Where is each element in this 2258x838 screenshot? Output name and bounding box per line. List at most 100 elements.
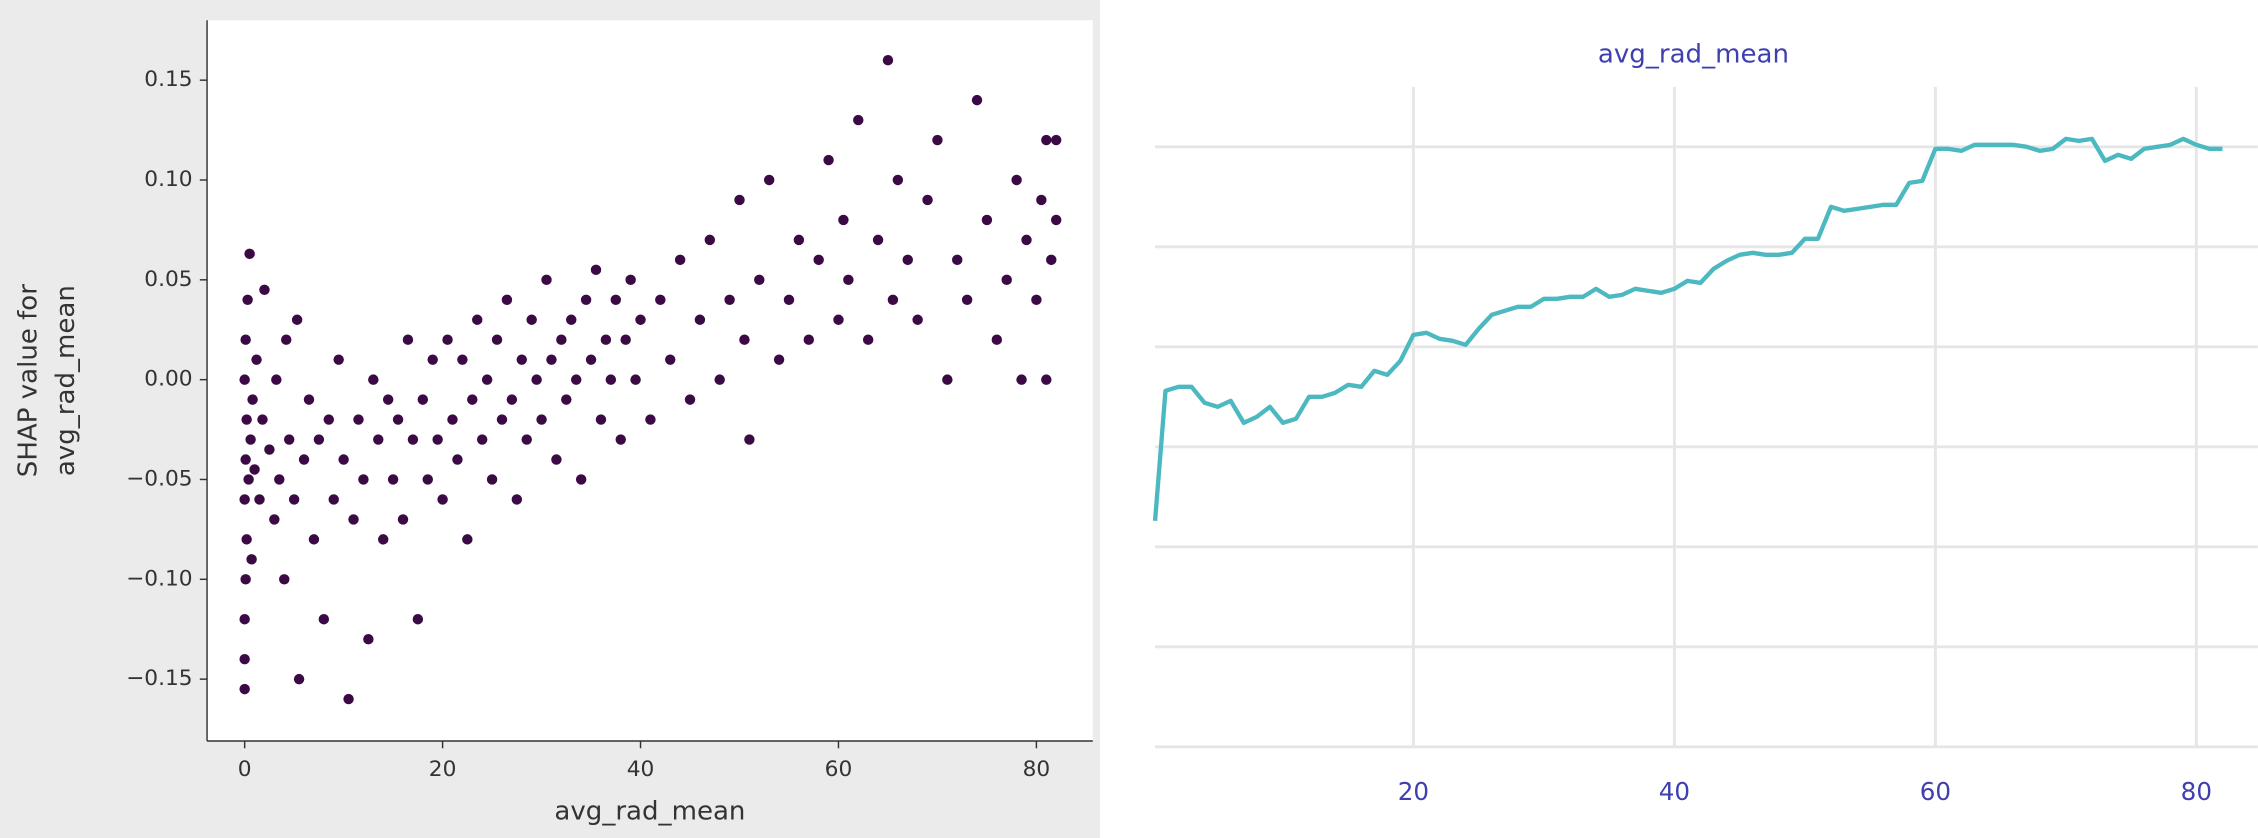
scatter-point — [981, 214, 993, 226]
scatter-point — [288, 494, 300, 505]
scatter-point — [971, 94, 983, 106]
scatter-point — [580, 294, 592, 305]
x-tick-label: 40 — [627, 757, 655, 782]
scatter-point — [291, 314, 303, 325]
scatter-point — [665, 354, 676, 365]
x-tick-label: 60 — [825, 757, 853, 782]
scatter-point — [259, 284, 270, 296]
scatter-point — [724, 294, 735, 305]
scatter-point — [397, 514, 409, 525]
scatter-point — [882, 54, 894, 66]
scatter-point — [922, 194, 933, 206]
scatter-point — [615, 434, 626, 445]
line-series — [1152, 136, 2223, 521]
scatter-point — [323, 414, 334, 425]
scatter-point — [245, 434, 256, 445]
scatter-point — [773, 354, 785, 365]
scatter-point — [511, 494, 523, 505]
scatter-point — [343, 693, 354, 705]
scatter-point — [655, 294, 666, 305]
scatter-point — [333, 354, 344, 365]
x-tick-label: 0 — [238, 757, 252, 782]
scatter-point — [407, 434, 419, 445]
scatter-point — [887, 294, 899, 305]
scatter-point — [1046, 254, 1057, 266]
scatter-point — [472, 314, 483, 325]
scatter-point — [1031, 294, 1042, 305]
scatter-point — [318, 614, 330, 625]
scatter-point — [387, 474, 399, 485]
scatter-point — [246, 554, 257, 565]
y-tick-label: −0.05 — [126, 466, 192, 491]
scatter-point — [862, 334, 874, 345]
scatter-point — [694, 314, 706, 325]
scatter-point — [803, 334, 814, 345]
scatter-point — [823, 154, 834, 166]
scatter-point — [313, 434, 325, 445]
scatter-point — [240, 454, 251, 465]
scatter-point — [264, 444, 275, 455]
scatter-point — [843, 274, 854, 286]
scatter-point — [348, 514, 359, 525]
scatter-point — [783, 294, 795, 305]
y-tick-label: 0.10 — [144, 167, 192, 192]
scatter-point — [496, 414, 508, 425]
scatter-point — [952, 254, 963, 266]
scatter-point — [645, 414, 656, 425]
scatter-point — [283, 434, 295, 445]
scatter-point — [358, 474, 369, 485]
scatter-point — [620, 334, 631, 345]
scatter-point — [308, 534, 320, 545]
scatter-point — [462, 534, 473, 545]
scatter-point — [961, 294, 973, 305]
scatter-point — [382, 394, 394, 405]
scatter-point — [328, 494, 339, 505]
scatter-point — [575, 474, 587, 485]
scatter-point — [566, 314, 577, 325]
scatter-point — [476, 434, 488, 445]
scatter-point — [902, 254, 913, 266]
scatter-point — [610, 294, 622, 305]
scatter-point — [501, 294, 513, 305]
y-tick-label: 0.00 — [144, 367, 192, 392]
y-tick-label: −0.15 — [126, 666, 192, 691]
scatter-point — [674, 254, 686, 266]
scatter-point — [506, 394, 518, 405]
scatter-point — [486, 474, 498, 485]
scatter-point — [600, 334, 612, 345]
scatter-point — [363, 633, 374, 645]
scatter-point — [763, 174, 775, 186]
scatter-point — [872, 234, 884, 246]
scatter-point — [442, 334, 453, 345]
scatter-point — [991, 334, 1003, 345]
scatter-point — [1001, 274, 1012, 286]
y-tick-label: 0.15 — [144, 67, 192, 92]
scatter-point — [293, 673, 305, 685]
scatter-point — [526, 314, 537, 325]
scatter-point — [457, 354, 468, 365]
scatter-point — [1036, 194, 1047, 206]
scatter-point — [240, 574, 251, 585]
scatter-point — [244, 248, 255, 260]
scatter-point — [630, 374, 641, 385]
scatter-point — [704, 234, 716, 246]
scatter-point — [491, 334, 503, 345]
left-plot-area — [207, 20, 1093, 742]
scatter-point — [412, 614, 424, 625]
scatter-point — [303, 394, 315, 405]
scatter-point — [271, 374, 282, 385]
scatter-point — [605, 374, 617, 385]
scatter-point — [249, 464, 260, 475]
scatter-point — [536, 414, 547, 425]
scatter-point — [239, 374, 250, 385]
scatter-point — [556, 334, 567, 345]
scatter-point — [447, 414, 458, 425]
scatter-point — [793, 234, 805, 246]
scatter-point — [541, 274, 552, 286]
scatter-point — [274, 474, 285, 485]
scatter-point — [561, 394, 572, 405]
scatter-point — [378, 534, 389, 545]
scatter-point — [892, 174, 904, 186]
scatter-point — [942, 374, 953, 385]
